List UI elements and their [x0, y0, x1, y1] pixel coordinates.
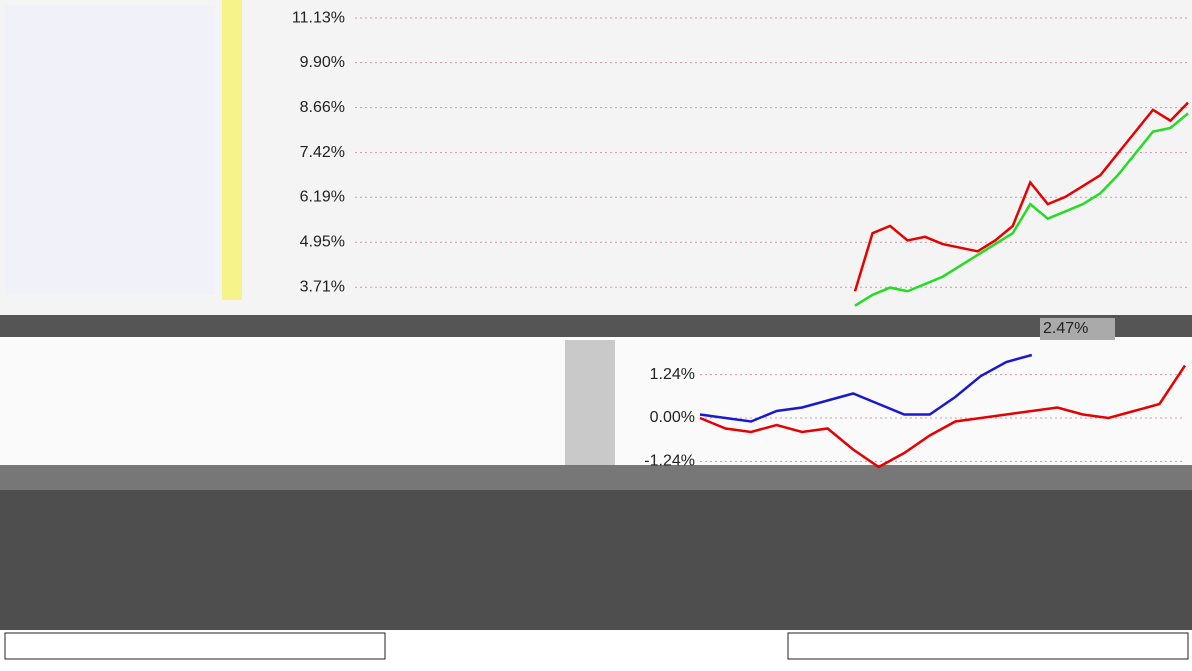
stripe [222, 0, 242, 300]
y-tick-label: 3.71% [300, 278, 345, 295]
date-band [0, 490, 1192, 630]
mini-panel [5, 5, 215, 295]
status-box [787, 632, 1189, 660]
status-box [4, 632, 386, 660]
label-box [1040, 318, 1115, 340]
annotation: 2.47% [1043, 320, 1088, 337]
y-tick-label: 9.90% [300, 54, 345, 71]
strip [0, 465, 1192, 490]
y-tick-label: 0.00% [650, 409, 695, 426]
y-tick-label: -1.24% [644, 453, 695, 470]
y-tick-label: 8.66% [300, 99, 345, 116]
y-tick-label: 4.95% [300, 233, 345, 250]
series-line [854, 112, 1189, 307]
y-tick-label: 1.24% [650, 366, 695, 383]
y-tick-label: 11.13% [292, 9, 345, 26]
series-line [853, 101, 1189, 292]
series-line [699, 353, 1033, 423]
y-tick-label: 7.42% [300, 144, 345, 161]
y-tick-label: 6.19% [300, 188, 345, 205]
series-line [699, 364, 1187, 469]
bar-strip [0, 315, 1192, 337]
